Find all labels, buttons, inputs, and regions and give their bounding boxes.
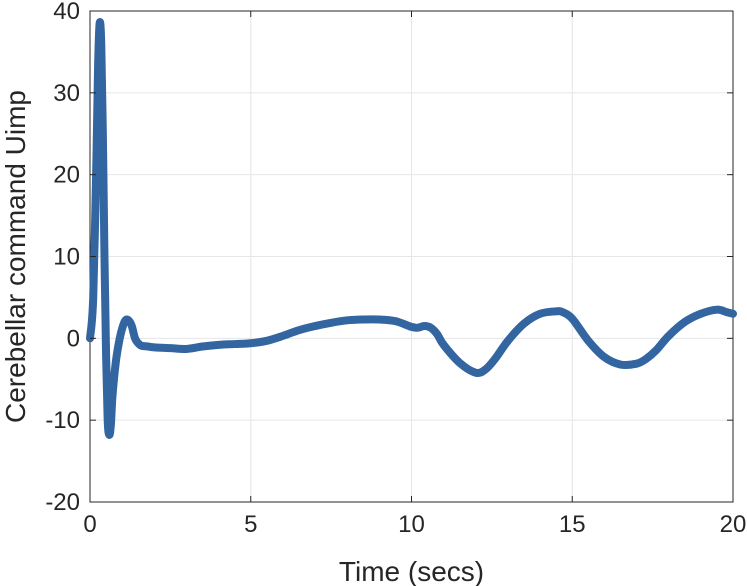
y-tick-label: -20: [45, 489, 80, 516]
series-lines: [86, 18, 737, 439]
y-tick-label: 10: [53, 244, 80, 271]
grid-lines: [90, 11, 733, 502]
y-axis-ticks: -20 -10 0 10 20 30 40: [45, 0, 733, 516]
x-tick-label: 20: [720, 511, 747, 538]
y-tick-label: 0: [67, 325, 80, 352]
x-axis-ticks: 0 5 10 15 20: [83, 11, 746, 538]
x-tick-label: 10: [398, 511, 425, 538]
y-tick-label: 30: [53, 80, 80, 107]
x-tick-label: 0: [83, 511, 96, 538]
y-tick-label: 20: [53, 162, 80, 189]
y-tick-label: -10: [45, 407, 80, 434]
y-tick-label: 40: [53, 0, 80, 25]
x-axis-label: Time (secs): [339, 556, 484, 586]
x-tick-label: 15: [559, 511, 586, 538]
x-tick-label: 5: [244, 511, 257, 538]
series-line: [86, 18, 737, 439]
y-axis-label: Cerebellar command Uimp: [0, 90, 31, 423]
